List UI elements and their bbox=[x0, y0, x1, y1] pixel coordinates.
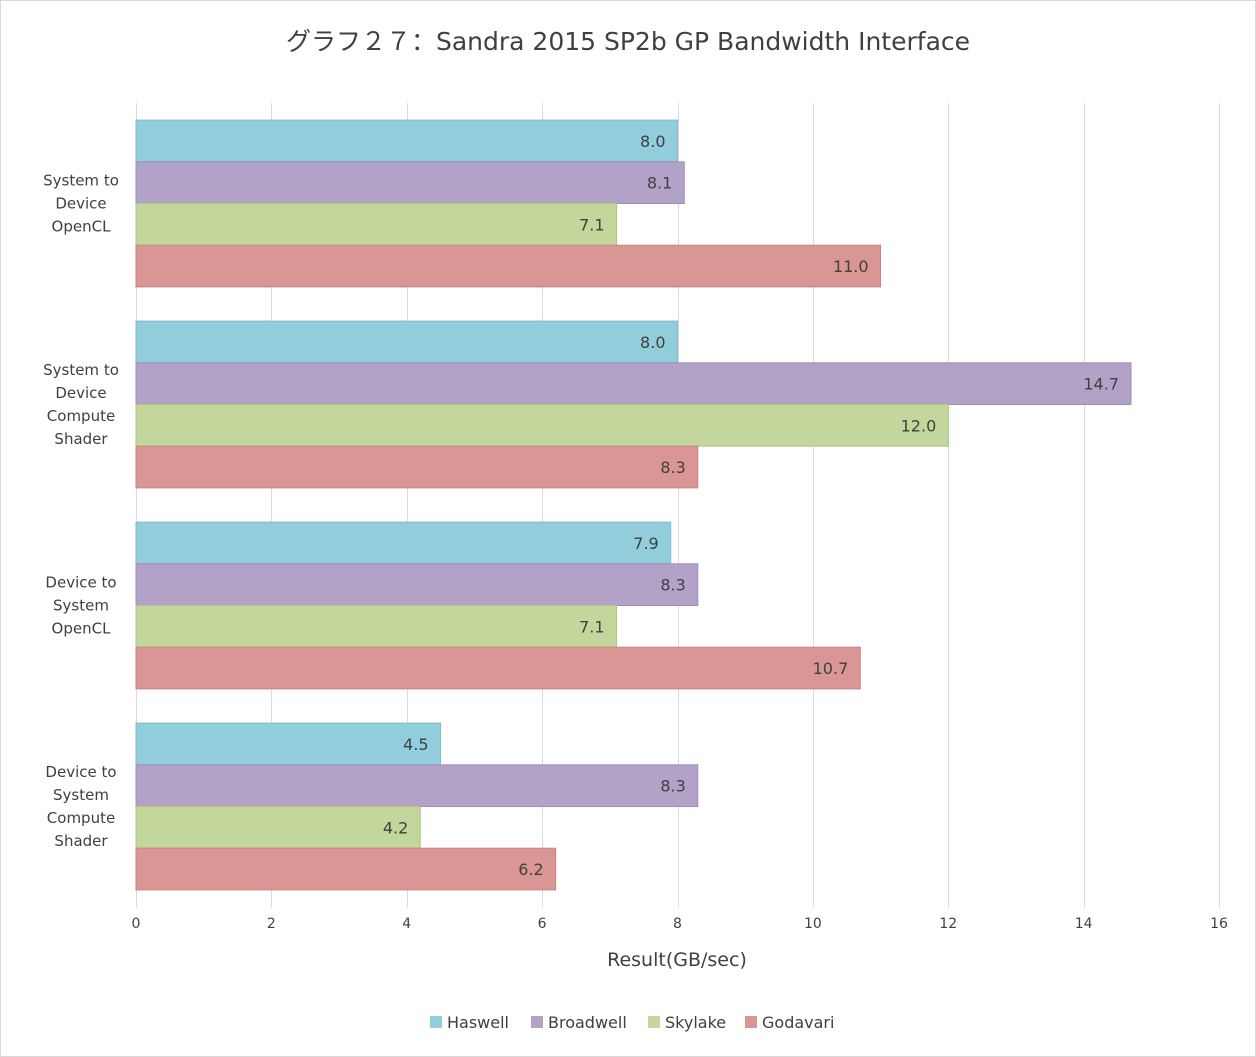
category-label-line: Device bbox=[55, 195, 106, 213]
data-label: 8.0 bbox=[640, 333, 665, 352]
bar-haswell bbox=[135, 119, 678, 163]
x-tick-label: 14 bbox=[1075, 916, 1093, 932]
bar-haswell bbox=[135, 722, 442, 766]
bar-haswell bbox=[135, 521, 672, 565]
legend-label-broadwell: Broadwell bbox=[548, 1013, 627, 1032]
data-label: 7.9 bbox=[633, 534, 658, 553]
data-label: 11.0 bbox=[833, 257, 869, 276]
legend-swatch-broadwell bbox=[531, 1016, 543, 1028]
legend-swatch-haswell bbox=[430, 1016, 442, 1028]
bar-skylake bbox=[135, 404, 949, 447]
category-label-line: Compute bbox=[47, 809, 115, 827]
category-label-line: Device bbox=[55, 384, 106, 402]
legend-swatch-godavari bbox=[745, 1016, 757, 1028]
data-label: 8.0 bbox=[640, 132, 665, 151]
data-label: 8.3 bbox=[660, 777, 685, 796]
category-label-line: System to bbox=[43, 172, 119, 190]
category-label-line: Shader bbox=[54, 430, 108, 448]
data-label: 6.2 bbox=[518, 860, 543, 879]
category-label-line: System bbox=[53, 597, 109, 615]
bar-skylake bbox=[135, 806, 421, 849]
category-label: Device to System Compute Shader bbox=[45, 763, 116, 850]
category-label-line: Shader bbox=[54, 832, 108, 850]
category-label-line: Compute bbox=[47, 407, 115, 425]
bar-godavari bbox=[135, 847, 557, 891]
category-label-line: OpenCL bbox=[52, 218, 112, 236]
category-label: Device to System OpenCL bbox=[45, 574, 116, 638]
x-tick-label: 12 bbox=[939, 916, 957, 932]
data-label: 10.7 bbox=[813, 659, 849, 678]
legend-label-haswell: Haswell bbox=[447, 1013, 509, 1032]
legend-label-skylake: Skylake bbox=[665, 1013, 726, 1032]
bar-godavari bbox=[135, 445, 699, 489]
data-label: 7.1 bbox=[579, 215, 604, 234]
x-tick-label: 0 bbox=[132, 916, 141, 932]
x-tick-label: 2 bbox=[267, 916, 276, 932]
bar-skylake bbox=[135, 605, 618, 648]
bar-broadwell bbox=[135, 563, 699, 606]
data-label: 12.0 bbox=[901, 416, 937, 435]
category-label-line: OpenCL bbox=[52, 620, 112, 638]
data-label: 7.1 bbox=[579, 617, 604, 636]
bar-godavari bbox=[135, 646, 861, 690]
x-tick-label: 10 bbox=[804, 916, 822, 932]
category-label: System to Device Compute Shader bbox=[43, 361, 119, 448]
data-label: 8.1 bbox=[647, 174, 672, 193]
bar-broadwell bbox=[135, 764, 699, 807]
x-tick-label: 6 bbox=[538, 916, 547, 932]
data-label: 8.3 bbox=[660, 576, 685, 595]
category-labels: System to Device OpenCL System to Device Comp… bbox=[43, 172, 119, 851]
x-axis-label: Result(GB/sec) bbox=[607, 949, 747, 971]
bar-broadwell bbox=[135, 362, 1132, 405]
chart-title: グラフ２７：Sandra 2015 SP2b GP Bandwidth Inte… bbox=[285, 27, 971, 56]
legend: Haswell Broadwell Skylake Godavari bbox=[430, 1013, 834, 1032]
data-label: 8.3 bbox=[660, 458, 685, 477]
category-label-line: System bbox=[53, 786, 109, 804]
category-label-line: Device to bbox=[45, 574, 116, 592]
category-label-line: Device to bbox=[45, 763, 116, 781]
legend-swatch-skylake bbox=[648, 1016, 660, 1028]
bars: 8.0 8.1 7.1 11.0 8.0 14.7 12.0 8.3 7.9 8.3 7.1 10.7… bbox=[135, 119, 1132, 891]
bar-skylake bbox=[135, 203, 618, 246]
bar-haswell bbox=[135, 320, 678, 364]
bar-godavari bbox=[135, 244, 882, 288]
bar-broadwell bbox=[135, 161, 685, 205]
x-tick-label: 8 bbox=[673, 916, 682, 932]
category-label-line: System to bbox=[43, 361, 119, 379]
x-tick-label: 4 bbox=[402, 916, 411, 932]
category-label: System to Device OpenCL bbox=[43, 172, 119, 236]
x-axis-ticks: 0 2 4 6 8 10 12 14 16 bbox=[132, 916, 1228, 932]
data-label: 4.2 bbox=[383, 818, 408, 837]
legend-label-godavari: Godavari bbox=[762, 1013, 834, 1032]
data-label: 4.5 bbox=[403, 735, 428, 754]
x-tick-label: 16 bbox=[1210, 916, 1228, 932]
data-label: 14.7 bbox=[1083, 375, 1119, 394]
